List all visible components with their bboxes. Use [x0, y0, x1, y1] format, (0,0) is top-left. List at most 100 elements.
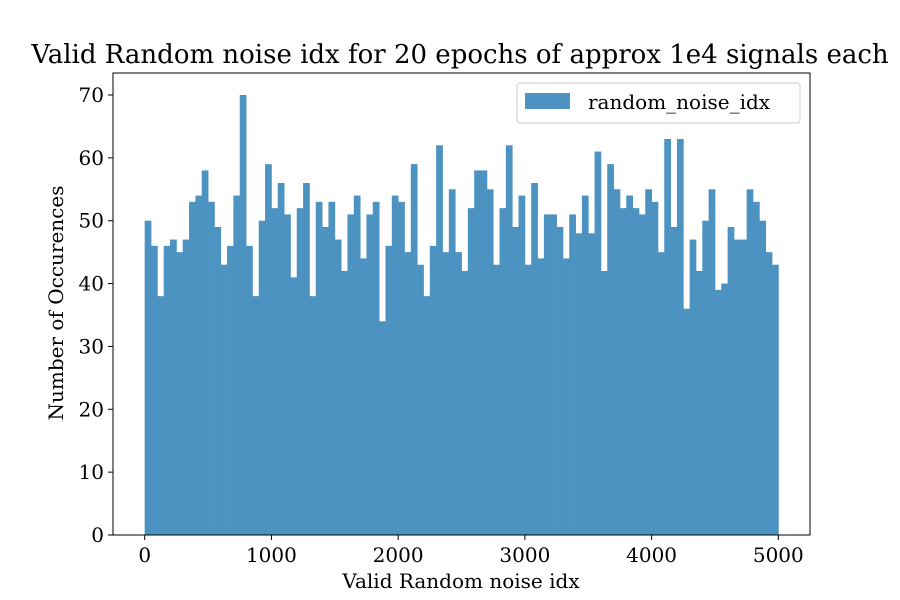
y-tick-label: 60: [79, 146, 104, 170]
x-axis-ticks: 0 1000 2000 3000 4000 5000: [138, 535, 804, 567]
histogram-bar: [182, 239, 190, 536]
histogram-bar: [588, 233, 595, 536]
histogram-bar: [334, 239, 342, 536]
histogram-bar: [721, 283, 729, 535]
histogram-bar: [676, 139, 684, 535]
chart-title: Valid Random noise idx for 20 epochs of …: [30, 40, 889, 70]
histogram-bar: [404, 252, 412, 535]
histogram-bar: [581, 195, 589, 536]
histogram-bar: [664, 139, 671, 535]
histogram-bar: [189, 201, 196, 535]
histogram-bar: [385, 245, 393, 535]
histogram-bar: [360, 258, 367, 535]
histogram-bar: [480, 170, 488, 535]
histogram-bar: [341, 271, 348, 535]
histogram-bar: [163, 245, 171, 535]
histogram-bar: [258, 220, 266, 535]
histogram-bar: [366, 214, 374, 535]
legend-frame: [516, 82, 801, 124]
bars-layer: [144, 95, 779, 536]
histogram-bar: [436, 145, 443, 536]
histogram-bar: [455, 252, 462, 535]
histogram-bar: [771, 264, 779, 535]
histogram-bar: [531, 183, 538, 535]
histogram-bar: [322, 227, 329, 535]
histogram-bar: [759, 220, 767, 535]
histogram-bar: [227, 245, 234, 535]
histogram-bar: [733, 239, 741, 536]
histogram-bar: [493, 264, 500, 535]
histogram-bar: [626, 195, 633, 536]
histogram-bar: [309, 296, 317, 535]
histogram-bar: [505, 145, 513, 536]
histogram-bar: [252, 296, 260, 535]
histogram-bar: [328, 201, 336, 535]
histogram-bar: [271, 208, 279, 535]
histogram-bar: [246, 245, 253, 535]
histogram-bar: [461, 271, 469, 535]
y-axis-ticks: 0 10 20 30 40 50 60 70: [79, 83, 113, 547]
y-axis-label: Number of Occurences: [44, 186, 68, 421]
histogram-bar: [594, 151, 602, 536]
histogram-bar: [290, 277, 298, 535]
histogram-bar: [499, 208, 507, 535]
histogram-bar: [467, 208, 475, 535]
histogram-bar: [284, 214, 291, 535]
histogram-bar: [277, 183, 285, 535]
histogram-bar: [442, 252, 450, 535]
y-tick-label: 50: [79, 209, 104, 233]
histogram-bar: [613, 189, 621, 536]
histogram-bar: [233, 195, 241, 536]
histogram-bar: [708, 189, 716, 536]
histogram-bar: [423, 296, 431, 535]
legend-label: random_noise_idx: [588, 90, 771, 114]
histogram-bar: [765, 252, 773, 535]
x-tick-label: 1000: [246, 543, 297, 567]
histogram-bar: [683, 308, 691, 535]
histogram-bar: [372, 201, 380, 535]
histogram-bar: [569, 214, 576, 535]
histogram-bar: [645, 189, 652, 536]
x-axis-label: Valid Random noise idx: [341, 569, 580, 593]
y-tick-label: 70: [79, 83, 104, 107]
histogram-bar: [417, 264, 424, 535]
histogram-bar: [410, 164, 418, 535]
histogram-bar: [556, 227, 564, 535]
histogram-bar: [486, 189, 494, 536]
histogram-bar: [296, 208, 304, 535]
histogram-bar: [740, 239, 748, 536]
histogram-bar: [619, 208, 627, 535]
histogram-bar: [651, 201, 659, 535]
histogram-bar: [265, 164, 272, 535]
x-tick-label: 5000: [753, 543, 804, 567]
histogram-bar: [524, 264, 532, 535]
histogram-bar: [303, 183, 310, 535]
x-tick-label: 4000: [626, 543, 677, 567]
histogram-bar: [144, 220, 152, 535]
histogram-bar: [752, 201, 760, 535]
histogram-bar: [176, 252, 184, 535]
histogram-bar: [170, 239, 177, 536]
y-tick-label: 30: [79, 334, 104, 358]
histogram-bar: [151, 245, 158, 535]
legend-swatch: [525, 93, 570, 109]
x-tick-label: 3000: [499, 543, 550, 567]
histogram-bar: [543, 214, 551, 535]
histogram-bar: [429, 245, 437, 535]
legend: random_noise_idx: [516, 82, 801, 124]
histogram-bar: [702, 220, 710, 535]
y-tick-label: 40: [79, 272, 104, 296]
histogram-bar: [379, 321, 386, 535]
histogram-bar: [195, 195, 203, 536]
plot-frame: [112, 72, 811, 536]
histogram-bar: [239, 95, 247, 535]
histogram-bar: [391, 195, 399, 536]
histogram-bar: [607, 164, 614, 535]
histogram-bar: [214, 227, 222, 535]
histogram-bar: [575, 233, 583, 536]
x-tick-label: 0: [138, 543, 151, 567]
histogram-bar: [550, 214, 557, 535]
histogram-bar: [448, 189, 456, 536]
histogram-bar: [657, 252, 665, 535]
